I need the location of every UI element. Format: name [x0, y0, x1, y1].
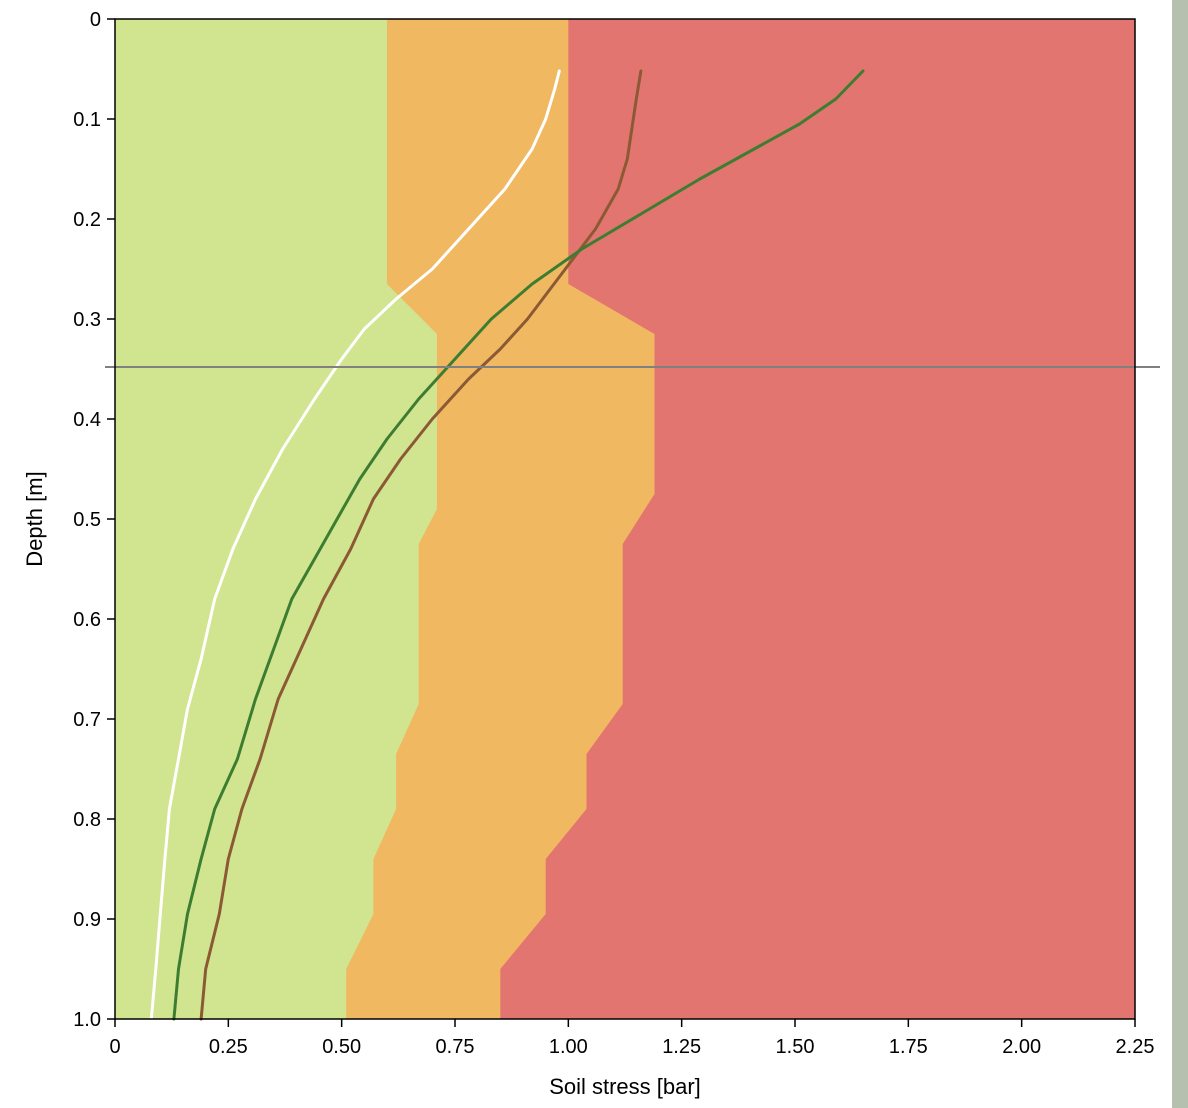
y-tick-label: 0.8 [73, 809, 101, 831]
zone-low [115, 19, 437, 1019]
window-side-bar [1172, 0, 1188, 1108]
x-tick-label: 2.25 [1116, 1036, 1155, 1058]
x-axis-title: Soil stress [bar] [549, 1074, 701, 1099]
stress-curve-green [172, 69, 865, 1021]
y-tick-label: 0.3 [73, 309, 101, 331]
x-tick-label: 1.00 [549, 1036, 588, 1058]
y-tick-label: 1.0 [73, 1009, 101, 1031]
x-tick-label: 0 [109, 1036, 120, 1058]
x-tick-label: 0.25 [209, 1036, 248, 1058]
y-axis: 0 0.1 0.2 0.3 0.4 0.5 0.6 0.7 0.8 0.9 1.0 [73, 9, 115, 1031]
x-tick-label: 2.00 [1002, 1036, 1041, 1058]
y-tick-label: 0.7 [73, 709, 101, 731]
y-axis-title: Depth [m] [22, 471, 47, 566]
x-axis: 0 0.25 0.50 0.75 1.00 1.25 1.50 1.75 2.00 2.25 [109, 1019, 1154, 1058]
y-tick-label: 0.1 [73, 109, 101, 131]
stress-curves [149, 69, 865, 1021]
x-tick-label: 1.25 [662, 1036, 701, 1058]
soil-stress-chart: 0 0.25 0.50 0.75 1.00 1.25 1.50 1.75 2.00 2.25 00… [22, 9, 1160, 1099]
x-tick-label: 0.50 [322, 1036, 361, 1058]
y-tick-label: 0 [90, 9, 101, 31]
stress-zones [115, 19, 1135, 1019]
stress-curve-brown [199, 69, 643, 1021]
x-tick-label: 0.75 [436, 1036, 475, 1058]
y-tick-label: 0.6 [73, 609, 101, 631]
x-tick-label: 1.50 [776, 1036, 815, 1058]
stress-curve-white [149, 69, 561, 1021]
y-tick-label: 0.2 [73, 209, 101, 231]
y-tick-label: 0.9 [73, 909, 101, 931]
x-tick-label: 1.75 [889, 1036, 928, 1058]
y-tick-label: 0.5 [73, 509, 101, 531]
y-tick-label: 0.4 [73, 409, 101, 431]
